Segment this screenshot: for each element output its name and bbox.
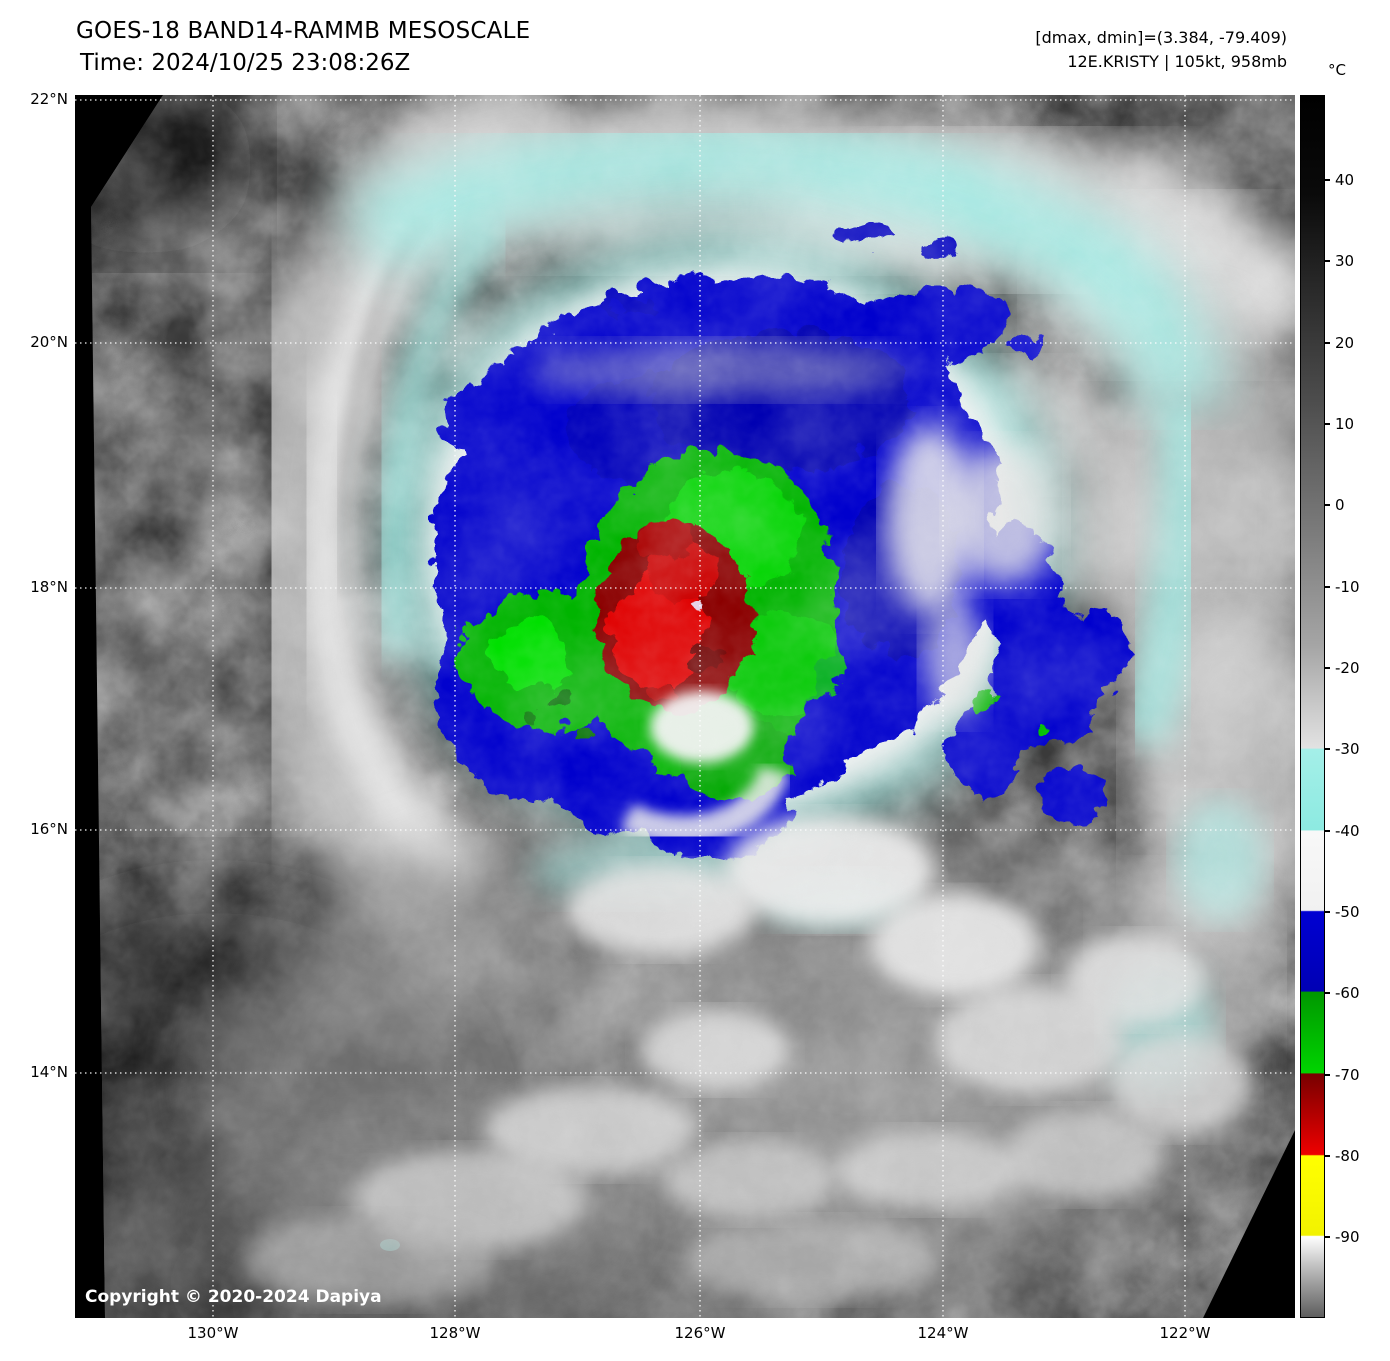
colorbar-tick-label: -10 [1335, 578, 1360, 596]
colorbar-tick: -20 [1325, 659, 1360, 677]
colorbar-tick-mark [1325, 1236, 1330, 1238]
colorbar-tick-label: -70 [1335, 1066, 1360, 1084]
colorbar-tick-mark [1325, 748, 1330, 750]
colorbar-tick-mark [1325, 260, 1330, 262]
satellite-map: Copyright © 2020-2024 Dapiya [75, 95, 1295, 1318]
colorbar-tick-label: 20 [1335, 334, 1355, 352]
colorbar-tick-label: -20 [1335, 659, 1360, 677]
colorbar-tick: -90 [1325, 1228, 1360, 1246]
satellite-data-region [91, 95, 1295, 1318]
colorbar-tick: -30 [1325, 740, 1360, 758]
copyright-label: Copyright © 2020-2024 Dapiya [85, 1287, 382, 1307]
colorbar-tick-mark [1325, 179, 1330, 181]
lon-tick-label: 126°W [674, 1324, 726, 1342]
lon-tick-label: 124°W [917, 1324, 969, 1342]
colorbar-tick: -70 [1325, 1066, 1360, 1084]
storm-info-label: 12E.KRISTY | 105kt, 958mb [1067, 52, 1287, 71]
colorbar-tick: 30 [1325, 252, 1354, 270]
colorbar-tick: -50 [1325, 903, 1360, 921]
colorbar-tick-mark [1325, 1074, 1330, 1076]
colorbar: °C 40 30 20 10 0 -10 -20 -30 -40 -50 -60… [1300, 61, 1390, 1318]
lat-tick-label: 22°N [30, 90, 68, 108]
colorbar-tick-label: 0 [1335, 496, 1345, 514]
colorbar-tick-label: -50 [1335, 903, 1360, 921]
colorbar-tick: 20 [1325, 334, 1354, 352]
colorbar-tick-label: 40 [1335, 171, 1355, 189]
colorbar-tick-label: -40 [1335, 822, 1360, 840]
colorbar-tick-mark [1325, 504, 1330, 506]
colorbar-tick-mark [1325, 342, 1330, 344]
dmax-dmin-label: [dmax, dmin]=(3.384, -79.409) [1035, 28, 1287, 47]
colorbar-tick: 10 [1325, 415, 1354, 433]
colorbar-tick-label: -30 [1335, 740, 1360, 758]
colorbar-tick-mark [1325, 667, 1330, 669]
colorbar-tick-mark [1325, 586, 1330, 588]
colorbar-tick: 40 [1325, 171, 1354, 189]
lat-tick-label: 14°N [30, 1063, 68, 1081]
colorbar-tick-mark [1325, 911, 1330, 913]
lon-tick-label: 128°W [429, 1324, 481, 1342]
colorbar-tick-mark [1325, 830, 1330, 832]
colorbar-tick-label: -60 [1335, 984, 1360, 1002]
page-title: GOES-18 BAND14-RAMMB MESOSCALE [76, 18, 531, 44]
colorbar-tick: -10 [1325, 578, 1360, 596]
timestamp-label: Time: 2024/10/25 23:08:26Z [80, 50, 411, 76]
map-area: Copyright © 2020-2024 Dapiya [75, 95, 1295, 1318]
colorbar-tick: 0 [1325, 496, 1345, 514]
colorbar-tick-mark [1325, 992, 1330, 994]
lat-tick-label: 20°N [30, 333, 68, 351]
colorbar-tick-label: -90 [1335, 1228, 1360, 1246]
lat-tick-label: 16°N [30, 820, 68, 838]
lon-tick-label: 130°W [187, 1324, 239, 1342]
gridlines [75, 95, 1295, 1318]
colorbar-tick: -80 [1325, 1147, 1360, 1165]
colorbar-tick-mark [1325, 1155, 1330, 1157]
colorbar-tick-label: 30 [1335, 252, 1355, 270]
lat-tick-label: 18°N [30, 578, 68, 596]
colorbar-tick-mark [1325, 423, 1330, 425]
colorbar-tick: -60 [1325, 984, 1360, 1002]
lon-tick-label: 122°W [1159, 1324, 1211, 1342]
colorbar-tick-label: -80 [1335, 1147, 1360, 1165]
colorbar-tick-label: 10 [1335, 415, 1355, 433]
colorbar-unit-label: °C [1328, 61, 1346, 79]
colorbar-gradient [1300, 95, 1325, 1318]
colorbar-tick: -40 [1325, 822, 1360, 840]
